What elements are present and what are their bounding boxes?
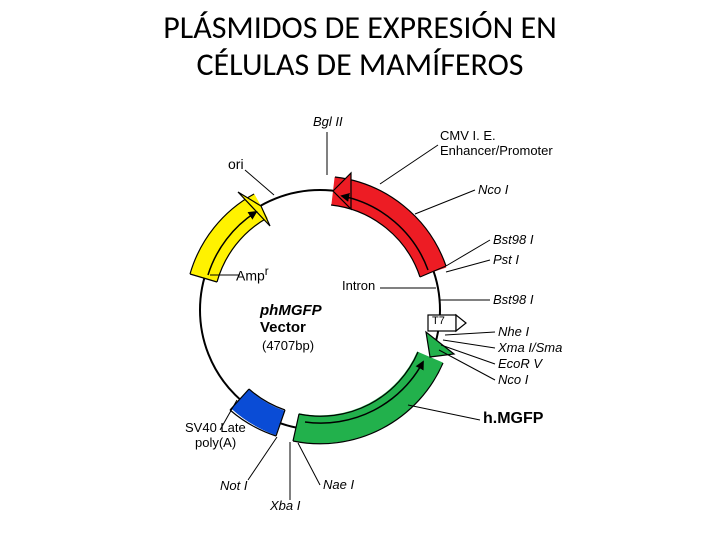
label-nhe1: Nhe I [498,324,529,339]
label-amp-text: Amp [236,268,265,284]
label-not1: Not I [220,478,247,493]
plasmid-svg [130,110,590,520]
line-nco1 [415,190,475,214]
label-pst1: Pst I [493,252,519,267]
t7-arrow [456,315,466,331]
line-ori [245,170,274,195]
segment-polya [240,399,280,423]
label-hmgfp: h.MGFP [483,410,543,428]
line-nhe [445,332,495,335]
label-bst98-2: Bst98 I [493,292,533,307]
label-xma: Xma I/Sma [498,340,562,355]
title-line-1: PLÁSMIDOS DE EXPRESIÓN EN [163,8,557,47]
label-bst98-1: Bst98 I [493,232,533,247]
line-cmv [380,145,438,184]
label-nae1: Nae I [323,477,354,492]
label-ori: ori [228,156,244,172]
label-amp-sup: r [265,265,269,278]
title-line-2: CÉLULAS DE MAMÍFEROS [196,45,523,84]
label-nco1-top: Nco I [478,182,508,197]
label-nco1r: Nco I [498,372,528,387]
line-xma [443,340,495,348]
label-ecorv: EcoR V [498,356,542,371]
line-nae [298,443,320,485]
label-cmv-2: Enhancer/Promoter [440,143,553,158]
label-intron: Intron [342,278,375,293]
label-sv40-2: poly(A) [195,435,236,450]
label-xba1: Xba I [270,498,300,513]
page-title: PLÁSMIDOS DE EXPRESIÓN EN CÉLULAS DE MAM… [0,0,720,84]
label-sv40-1: SV40 Late [185,420,246,435]
line-not [248,437,277,480]
mgfp-arrowhead [426,332,454,357]
center-label-3: (4707bp) [262,338,314,353]
line-hmgfp [408,405,480,420]
label-t7: T7 [432,315,445,327]
label-cmv-1: CMV I. E. [440,128,496,143]
center-label-1: phMGFP [260,302,322,319]
label-bgl2: Bgl II [313,114,343,129]
center-label-2: Vector [260,319,306,336]
label-amp: Ampr [236,265,269,284]
plasmid-diagram: Bgl II CMV I. E. Enhancer/Promoter Nco I… [130,110,590,520]
